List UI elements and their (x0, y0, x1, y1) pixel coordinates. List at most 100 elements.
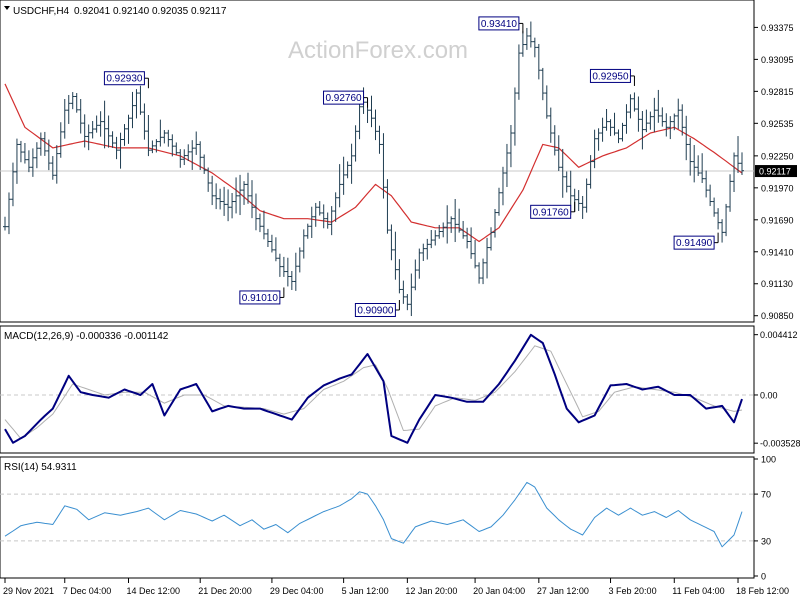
swing-label-text: 0.91490 (676, 238, 713, 249)
ohlc-bar (596, 128, 601, 151)
rsi-panel-frame (0, 456, 755, 579)
ohlc-bar (508, 125, 513, 168)
ohlc-bar (3, 216, 7, 231)
price-header: USDCHF,H4 0.92041 0.92140 0.92035 0.9211… (4, 6, 227, 17)
ohlc-bar (14, 138, 19, 184)
ohlc-bar (118, 132, 123, 169)
ohlc-bar (544, 85, 549, 119)
ohlc-bar (528, 21, 533, 48)
ohlc-bar (516, 44, 521, 100)
ohlc-bar (592, 129, 597, 169)
ohlc-bar (692, 144, 697, 183)
ohlc-bar (584, 178, 589, 213)
ohlc-bar (198, 141, 203, 170)
macd-main-line (4, 333, 743, 444)
ohlc-bar (321, 204, 326, 229)
ohlc-bar (337, 164, 342, 208)
ohlc-bar (301, 229, 306, 259)
ohlc-bar (433, 230, 438, 246)
moving-average-path (4, 83, 743, 243)
ohlc-bar (397, 259, 402, 294)
ohlc-bar (210, 175, 215, 206)
rsi-line (4, 481, 743, 548)
ohlc-bar (465, 227, 470, 249)
ohlc-bar (62, 98, 67, 139)
ohlc-bar (249, 180, 254, 219)
macd-y-axis: 0.004412 0.00 -0.003528 (754, 330, 800, 449)
ohlc-bar (242, 181, 247, 205)
ohlc-bar (712, 197, 717, 217)
ohlc-bar (500, 166, 505, 206)
x-tick-label: 3 Feb 20:00 (609, 586, 657, 596)
y-tick-label: 0.93095 (761, 55, 794, 65)
ohlc-bar (42, 131, 47, 156)
y-tick-label: 0.00 (760, 390, 778, 400)
ohlc-bar (114, 136, 119, 160)
y-tick-label: 0.90850 (761, 311, 794, 321)
rsi-panel: 100 70 30 0 RSI(14) 54.9311 (0, 455, 776, 582)
ohlc-bar (230, 193, 235, 219)
ohlc-bar (273, 237, 278, 262)
ohlc-bar (122, 124, 127, 146)
swing-label-text: 0.93410 (481, 19, 518, 30)
ohlc-bar (672, 113, 677, 131)
swing-label-text: 0.92930 (106, 74, 143, 85)
ohlc-bar (381, 133, 386, 199)
ohlc-bar (489, 227, 494, 251)
ohlc-bar (6, 192, 11, 235)
macd-panel: 0.004412 0.00 -0.003528 MACD(12,26,9) -0.0… (0, 325, 800, 454)
price-annotations: 0.92930 0.92760 0.91010 0.90900 0.93410 0.917… (103, 16, 719, 318)
ohlc-bar (174, 142, 179, 156)
ohlc-bar (664, 113, 669, 137)
ohlc-bar (393, 231, 398, 280)
open-value: 0.92041 (74, 6, 111, 17)
x-tick-label: 27 Jan 12:00 (537, 586, 589, 596)
ohlc-bar (648, 111, 653, 130)
ohlc-bar (78, 99, 83, 134)
ohlc-bar (305, 223, 310, 239)
x-tick-label: 14 Dec 12:00 (126, 586, 180, 596)
ohlc-bar (50, 156, 55, 180)
ohlc-bar (409, 273, 414, 317)
ohlc-bar (126, 114, 131, 144)
ohlc-bar (166, 129, 171, 147)
last-price-marker (755, 165, 797, 178)
price-panel: ActionForex.com 0.929300.927600.910100.9… (0, 0, 797, 323)
ohlc-bar (413, 259, 418, 291)
ohlc-bar (130, 91, 135, 129)
swing-label: 0.91010 (239, 287, 285, 305)
ohlc-bar (580, 195, 585, 219)
ohlc-bar (293, 252, 298, 291)
ohlc-bar (640, 111, 645, 150)
time-axis: 29 Nov 2021 7 Dec 04:00 14 Dec 12:00 21 Dec… (3, 578, 789, 596)
dropdown-arrow-icon[interactable] (4, 6, 10, 10)
ohlc-bar (261, 210, 266, 240)
ohlc-bar (389, 224, 394, 261)
y-tick-label: 0.91690 (761, 215, 794, 225)
ohlc-bar (512, 87, 517, 146)
ohlc-bar (253, 193, 258, 231)
macd-lines (4, 333, 743, 444)
ohlc-bar (202, 154, 207, 174)
ohlc-bar (134, 89, 139, 119)
x-tick-label: 18 Feb 12:00 (736, 586, 789, 596)
ohlc-bar (341, 156, 346, 195)
ohlc-bar (708, 184, 713, 207)
ohlc-bar (333, 192, 338, 222)
ohlc-bar (716, 208, 721, 230)
x-tick-label: 7 Dec 04:00 (63, 586, 112, 596)
ohlc-bar (158, 119, 163, 147)
ohlc-bar (377, 125, 382, 154)
ohlc-bar (576, 190, 581, 211)
ohlc-bar (186, 144, 191, 162)
ohlc-bar (94, 115, 99, 133)
ohlc-bar (142, 103, 147, 140)
ohlc-bar (469, 227, 474, 259)
ohlc-bar (178, 149, 183, 168)
ohlc-bar (162, 130, 167, 144)
ohlc-bar (297, 247, 302, 273)
ohlc-bar (329, 206, 334, 236)
ohlc-bar (668, 116, 673, 140)
ohlc-bar (277, 253, 282, 277)
